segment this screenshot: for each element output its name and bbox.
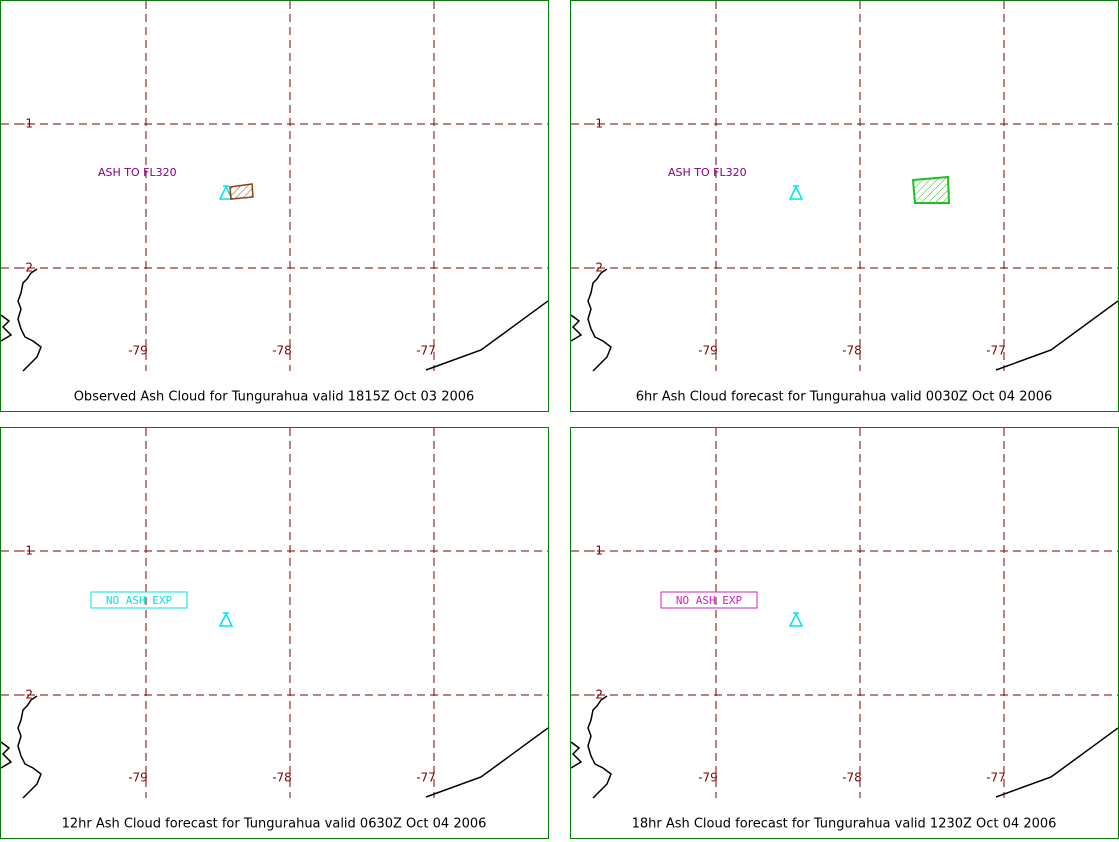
- volcano: [218, 185, 234, 200]
- lon-label: -77: [986, 771, 1006, 785]
- map: -1 -2 -79 -78 -77 ASH TO FL320 6hr Ash Cloud f…: [570, 1, 1119, 405]
- coastline: [995, 300, 1119, 371]
- coastline: [570, 314, 583, 342]
- map-panel: -1 -2 -79 -78 -77 ASH TO FL320 6hr Ash Cloud f…: [570, 0, 1119, 412]
- lat-label: -2: [591, 261, 603, 275]
- lat-label: -1: [591, 117, 603, 131]
- lon-label: -79: [698, 344, 718, 358]
- caption: Observed Ash Cloud for Tungurahua valid …: [74, 390, 475, 405]
- coastline: [587, 268, 612, 372]
- lon-label: -77: [986, 344, 1006, 358]
- lon-label: -79: [698, 771, 718, 785]
- lon-label: -78: [842, 771, 862, 785]
- map: -1 -2 -79 -78 -77 NO ASH EXP 18hr Ash Cloud fo…: [570, 428, 1119, 832]
- map-panel: -1 -2 -79 -78 -77 NO ASH EXP 18hr Ash Cloud fo…: [570, 427, 1119, 839]
- lon-label: -77: [416, 771, 436, 785]
- annotation: ASH TO FL320: [98, 166, 177, 179]
- coastline: [425, 300, 549, 371]
- volcano: [788, 612, 804, 627]
- coastline: [0, 314, 13, 342]
- caption: 18hr Ash Cloud forecast for Tungurahua v…: [632, 817, 1057, 832]
- map: -1 -2 -79 -78 -77 ASH TO FL320 Observed Ash Cl…: [0, 1, 549, 405]
- lat-label: -2: [21, 688, 33, 702]
- coastline: [587, 695, 612, 799]
- lat-label: -2: [591, 688, 603, 702]
- coastline: [995, 727, 1119, 798]
- annotation: ASH TO FL320: [668, 166, 747, 179]
- volcano: [788, 185, 804, 200]
- coastline: [570, 741, 583, 769]
- map-panel: -1 -2 -79 -78 -77 NO ASH EXP 12hr Ash Cloud fo…: [0, 427, 549, 839]
- lat-label: -1: [591, 544, 603, 558]
- lon-label: -77: [416, 344, 436, 358]
- volcano: [218, 612, 234, 627]
- lat-label: -1: [21, 117, 33, 131]
- coastline: [0, 741, 13, 769]
- coastline: [17, 695, 42, 799]
- ash-area: [911, 175, 951, 204]
- lon-label: -78: [272, 344, 292, 358]
- lat-label: -1: [21, 544, 33, 558]
- ash-area: [229, 183, 254, 200]
- map: -1 -2 -79 -78 -77 NO ASH EXP 12hr Ash Cloud fo…: [0, 428, 549, 832]
- caption: 6hr Ash Cloud forecast for Tungurahua va…: [636, 390, 1053, 405]
- coastline: [425, 727, 549, 798]
- annotation-box: [90, 591, 188, 609]
- lon-label: -79: [128, 344, 148, 358]
- lon-label: -79: [128, 771, 148, 785]
- lon-label: -78: [272, 771, 292, 785]
- annotation-box: [660, 591, 758, 609]
- annotation: NO ASH EXP: [676, 594, 743, 607]
- lon-label: -78: [842, 344, 862, 358]
- lat-label: -2: [21, 261, 33, 275]
- coastline: [17, 268, 42, 372]
- caption: 12hr Ash Cloud forecast for Tungurahua v…: [62, 817, 487, 832]
- map-panel: -1 -2 -79 -78 -77 ASH TO FL320 Observed Ash Cl…: [0, 0, 549, 412]
- annotation: NO ASH EXP: [106, 594, 173, 607]
